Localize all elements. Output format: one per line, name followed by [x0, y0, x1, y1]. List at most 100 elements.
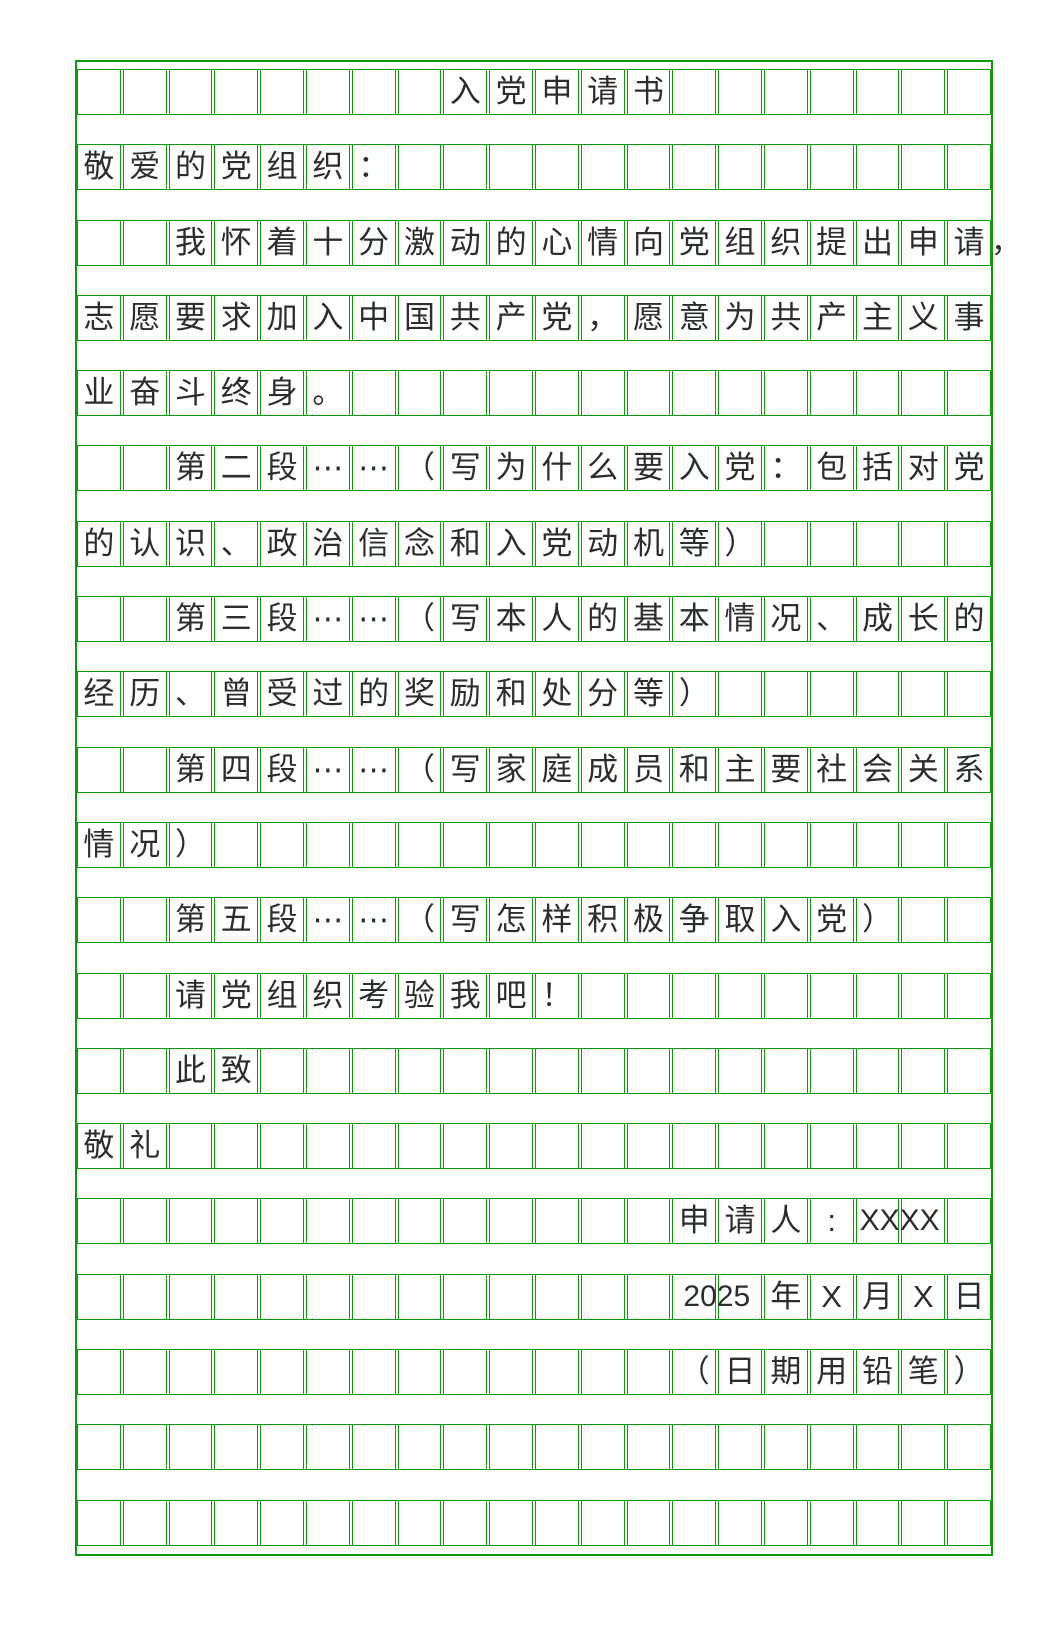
grid-cell: ⋯ — [305, 747, 350, 792]
grid-cell — [809, 145, 854, 190]
grid-cell — [77, 1500, 121, 1545]
grid-cell: 括 — [855, 446, 900, 491]
grid-cell — [580, 973, 625, 1018]
grid-cell: 党 — [214, 973, 259, 1018]
grid-cell — [122, 70, 167, 114]
row-spacer — [77, 567, 991, 596]
grid-cell — [626, 1124, 671, 1169]
grid-cell — [626, 1425, 671, 1470]
grid-cell: 员 — [626, 747, 671, 792]
grid-cell — [351, 1500, 396, 1545]
grid-cell: 、 — [168, 672, 213, 717]
grid-cell: 第 — [168, 747, 213, 792]
grid-cell: 期 — [763, 1350, 808, 1395]
grid-cell — [672, 822, 717, 867]
grid-cell — [397, 1199, 442, 1244]
grid-cell — [260, 1124, 304, 1169]
grid-cell — [351, 1199, 396, 1244]
row-spacer — [77, 1320, 991, 1349]
grid-cell: 本 — [672, 597, 717, 642]
grid-cell — [763, 672, 808, 717]
grid-cell — [305, 822, 350, 867]
grid-cell: 关 — [901, 747, 946, 792]
grid-cell — [626, 1048, 671, 1093]
grid-row: （日期用铅笔） — [77, 1349, 991, 1396]
grid-cell — [855, 145, 900, 190]
grid-cell: 共 — [443, 295, 488, 340]
grid-cell: 家 — [489, 747, 533, 792]
grid-cell — [489, 1199, 533, 1244]
hanging-comma: ， — [991, 225, 1021, 259]
grid-cell: 申 — [901, 220, 946, 265]
grid-cell — [947, 672, 991, 717]
grid-cell — [77, 597, 121, 642]
grid-cell: 党 — [809, 898, 854, 943]
grid-cell — [947, 1425, 991, 1470]
grid-cell: 认 — [122, 521, 167, 566]
grid-row: 的认识、政治信念和入党动机等） — [77, 520, 991, 567]
grid-cell: 织 — [305, 145, 350, 190]
grid-cell: 分 — [351, 220, 396, 265]
grid-cell: ） — [672, 672, 717, 717]
grid-cell — [122, 1048, 167, 1093]
grid-cell — [214, 1274, 259, 1319]
grid-cell — [168, 1425, 213, 1470]
grid-cell — [626, 1500, 671, 1545]
row-spacer — [77, 1169, 991, 1198]
grid-cell — [443, 1048, 488, 1093]
grid-cell — [901, 822, 946, 867]
grid-cell — [855, 70, 900, 114]
grid-cell: 请 — [580, 70, 625, 114]
grid-cell: 日 — [718, 1350, 762, 1395]
grid-cell — [809, 1500, 854, 1545]
grid-cell: 入 — [672, 446, 717, 491]
grid-cell: 写 — [443, 747, 488, 792]
grid-cell — [626, 822, 671, 867]
grid-cell — [397, 371, 442, 416]
grid-cell — [168, 1274, 213, 1319]
grid-cell — [672, 1500, 717, 1545]
grid-cell: 写 — [443, 898, 488, 943]
grid-cell: 识 — [168, 521, 213, 566]
grid-cell: 申 — [672, 1199, 717, 1244]
grid-cell: 事 — [947, 295, 991, 340]
grid-cell — [305, 1199, 350, 1244]
grid-cell — [947, 1048, 991, 1093]
grid-cell — [626, 1274, 671, 1319]
grid-cell: 要 — [168, 295, 213, 340]
grid-cell: ） — [168, 822, 213, 867]
grid-cell — [947, 1124, 991, 1169]
grid-cell — [763, 1500, 808, 1545]
grid-cell: 积 — [580, 898, 625, 943]
grid-cell — [718, 973, 762, 1018]
grid-row: 敬礼 — [77, 1123, 991, 1170]
grid-cell — [763, 1124, 808, 1169]
grid-cell — [77, 898, 121, 943]
grid-cell: 组 — [260, 145, 304, 190]
grid-cell — [672, 1425, 717, 1470]
grid-cell — [855, 521, 900, 566]
grid-cell: 曾 — [214, 672, 259, 717]
grid-cell — [718, 822, 762, 867]
grid-cell: 书 — [626, 70, 671, 114]
grid-cell: 动 — [443, 220, 488, 265]
grid-cell: 月 — [855, 1274, 900, 1319]
grid-cell — [122, 1500, 167, 1545]
grid-cell — [580, 822, 625, 867]
grid-row: 敬爱的党组织： — [77, 144, 991, 191]
grid-cell — [214, 1199, 259, 1244]
grid-cell: 治 — [305, 521, 350, 566]
grid-cell: 怀 — [214, 220, 259, 265]
grid-cell — [443, 145, 488, 190]
grid-cell — [672, 371, 717, 416]
grid-cell — [672, 1124, 717, 1169]
grid-cell — [534, 1124, 579, 1169]
grid-cell — [901, 973, 946, 1018]
grid-cell — [672, 145, 717, 190]
grid-cell — [77, 1425, 121, 1470]
grid-cell — [580, 1199, 625, 1244]
grid-cell — [901, 1199, 946, 1244]
grid-cell — [122, 1425, 167, 1470]
grid-cell: X — [809, 1274, 854, 1319]
grid-cell: 产 — [809, 295, 854, 340]
